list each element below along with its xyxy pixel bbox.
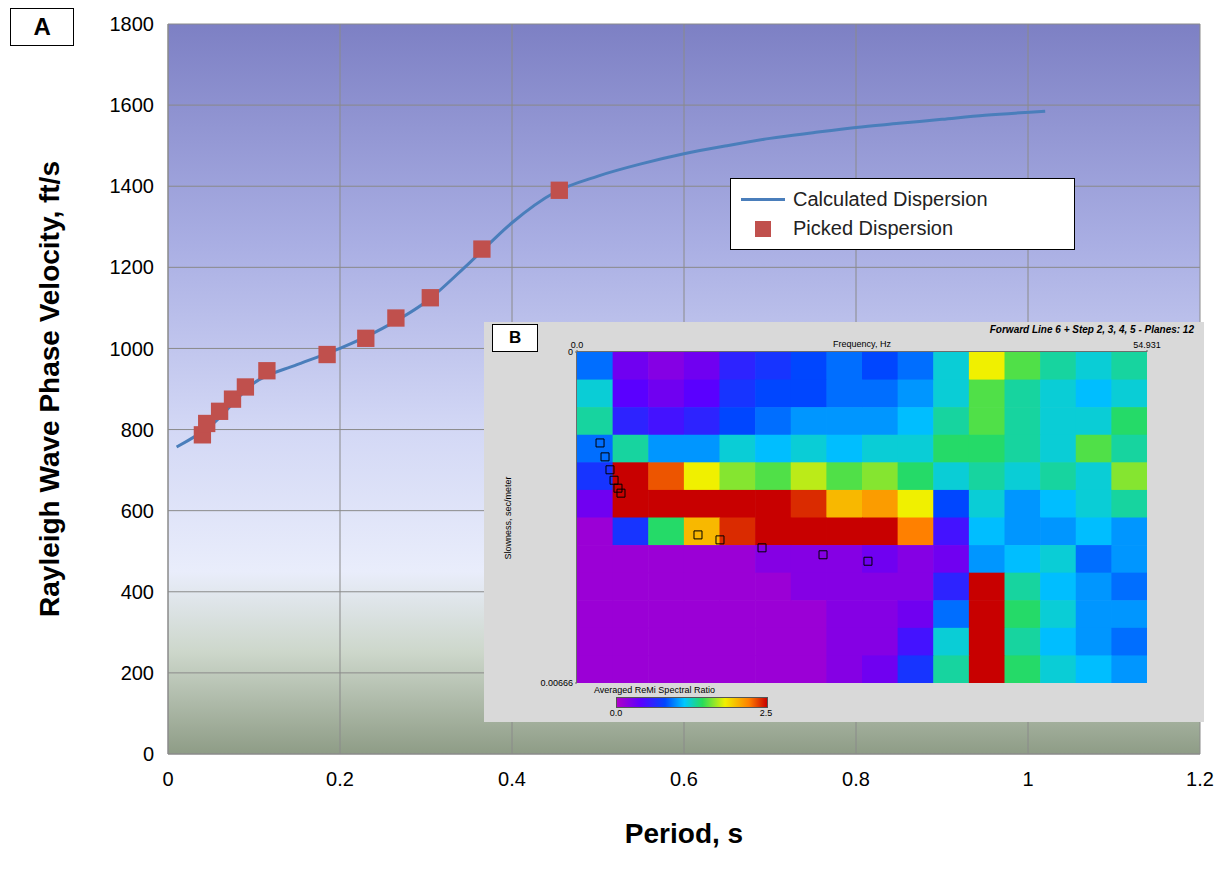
- html-text:Calculated Dispersion: Calculated Dispersion: [793, 188, 988, 210]
- svg-text:1: 1: [1022, 768, 1033, 790]
- html-text:Rayleigh Wave Phase Velocity,: Rayleigh Wave Phase Velocity, ft/s: [34, 161, 65, 617]
- html-text:Frequency, Hz: Frequency, Hz: [833, 339, 891, 349]
- svg-text:600: 600: [121, 500, 154, 522]
- svg-text:1.2: 1.2: [1186, 768, 1214, 790]
- svg-text:1800: 1800: [110, 13, 155, 35]
- svg-text:0.6: 0.6: [670, 768, 698, 790]
- html-text:Period, s: Period, s: [624, 818, 744, 849]
- html-text:Slowness, sec/meter: Slowness, sec/meter: [503, 476, 513, 559]
- svg-text:1600: 1600: [110, 94, 155, 116]
- html-text:A: A: [33, 13, 51, 40]
- html-text:Forward Line 6 + Step 2, 3, 4,: Forward Line 6 + Step 2, 3, 4, 5 - Plane…: [989, 324, 1194, 335]
- html-text:Picked Dispersion: Picked Dispersion: [793, 217, 954, 239]
- svg-text:800: 800: [121, 419, 154, 441]
- html-text:0.0: 0.0: [609, 708, 623, 718]
- svg-text:0.00666: 0.00666: [540, 678, 573, 688]
- svg-text:200: 200: [121, 662, 154, 684]
- svg-text:1400: 1400: [110, 175, 155, 197]
- html-text:B: B: [509, 327, 522, 347]
- svg-text:54.931: 54.931: [1133, 340, 1161, 350]
- svg-text:0: 0: [162, 768, 173, 790]
- html-text:2.5: 2.5: [759, 708, 773, 718]
- svg-text:0: 0: [143, 743, 154, 765]
- svg-text:0.4: 0.4: [498, 768, 526, 790]
- svg-text:0.2: 0.2: [326, 768, 354, 790]
- svg-text:0.0: 0.0: [570, 340, 584, 350]
- svg-text:1200: 1200: [110, 256, 155, 278]
- svg-text:400: 400: [121, 581, 154, 603]
- svg-text:0: 0: [568, 347, 573, 357]
- svg-text:0.8: 0.8: [842, 768, 870, 790]
- svg-text:1000: 1000: [110, 338, 155, 360]
- html-text:Averaged ReMi Spectral Ratio: Averaged ReMi Spectral Ratio: [594, 685, 715, 695]
